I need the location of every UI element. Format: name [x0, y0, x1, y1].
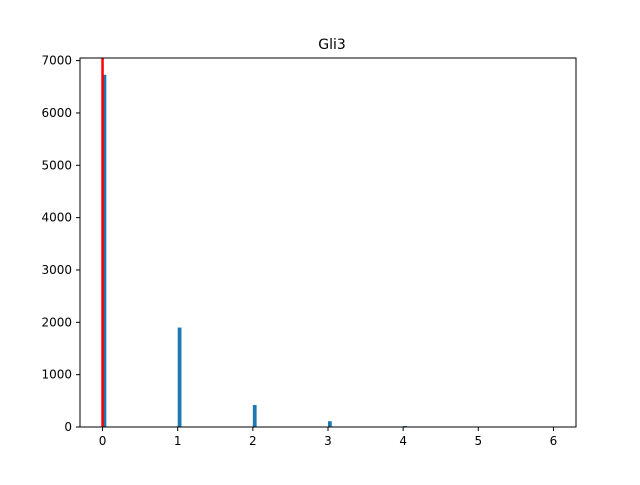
y-tick-label: 4000: [41, 211, 72, 225]
x-tick-label: 2: [249, 434, 257, 448]
y-tick-label: 1000: [41, 368, 72, 382]
y-tick-label: 6000: [41, 106, 72, 120]
histogram-bar: [328, 421, 332, 427]
x-tick-label: 4: [399, 434, 407, 448]
x-axis: 0 1 2 3 4 5 6: [99, 427, 558, 448]
histogram-bar: [253, 405, 257, 427]
y-tick-label: 0: [64, 420, 72, 434]
y-axis: 0 1000 2000 3000 4000 5000 6000 7000: [41, 54, 80, 434]
plot-frame: [80, 58, 576, 427]
y-tick-label: 7000: [41, 54, 72, 68]
y-tick-label: 2000: [41, 315, 72, 329]
histogram-bar: [178, 328, 182, 427]
x-tick-label: 6: [550, 434, 558, 448]
x-tick-label: 3: [324, 434, 332, 448]
chart-title: Gli3: [318, 37, 346, 53]
y-tick-label: 3000: [41, 263, 72, 277]
x-tick-label: 0: [99, 434, 107, 448]
x-tick-label: 5: [474, 434, 482, 448]
bars-group: [103, 75, 558, 427]
x-tick-label: 1: [174, 434, 182, 448]
y-tick-label: 5000: [41, 158, 72, 172]
